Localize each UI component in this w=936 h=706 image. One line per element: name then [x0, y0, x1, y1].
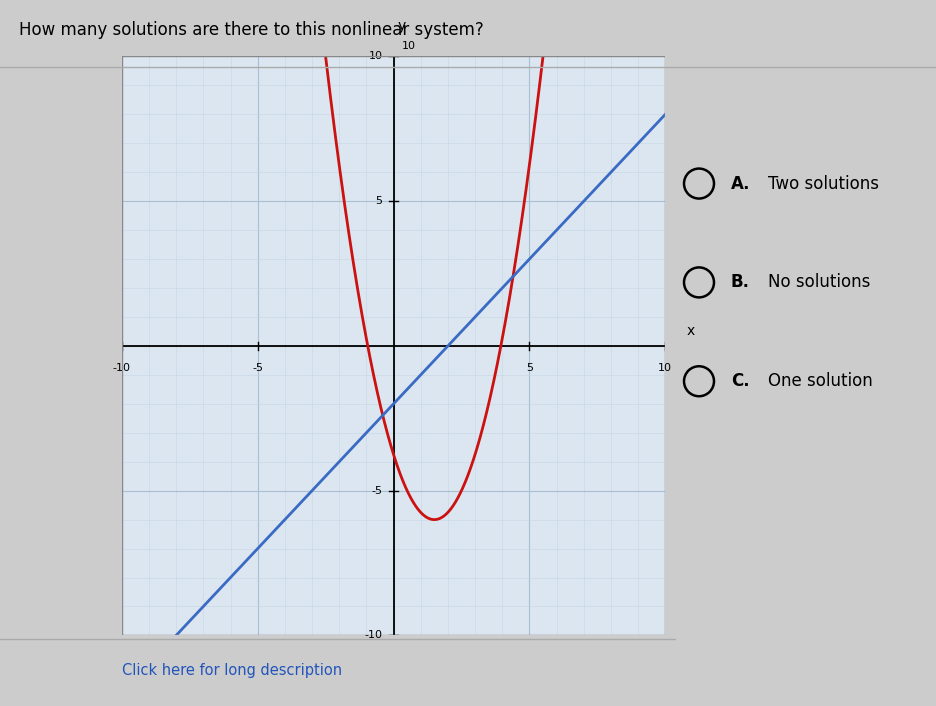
- Text: A.: A.: [730, 174, 750, 193]
- Text: 10: 10: [368, 52, 382, 61]
- Text: -5: -5: [252, 364, 263, 373]
- Text: -5: -5: [372, 486, 382, 496]
- Text: y: y: [397, 19, 405, 33]
- Text: No solutions: No solutions: [768, 273, 870, 292]
- Text: 10: 10: [658, 364, 671, 373]
- Text: C.: C.: [730, 372, 749, 390]
- Text: Click here for long description: Click here for long description: [122, 663, 342, 678]
- Text: x: x: [686, 325, 695, 338]
- Text: B.: B.: [730, 273, 749, 292]
- Text: 5: 5: [375, 196, 382, 206]
- Text: 5: 5: [525, 364, 533, 373]
- Text: 10: 10: [402, 41, 416, 51]
- Text: One solution: One solution: [768, 372, 872, 390]
- Text: -10: -10: [112, 364, 131, 373]
- Text: How many solutions are there to this nonlinear system?: How many solutions are there to this non…: [19, 21, 483, 39]
- Text: -10: -10: [364, 630, 382, 640]
- Text: Two solutions: Two solutions: [768, 174, 878, 193]
